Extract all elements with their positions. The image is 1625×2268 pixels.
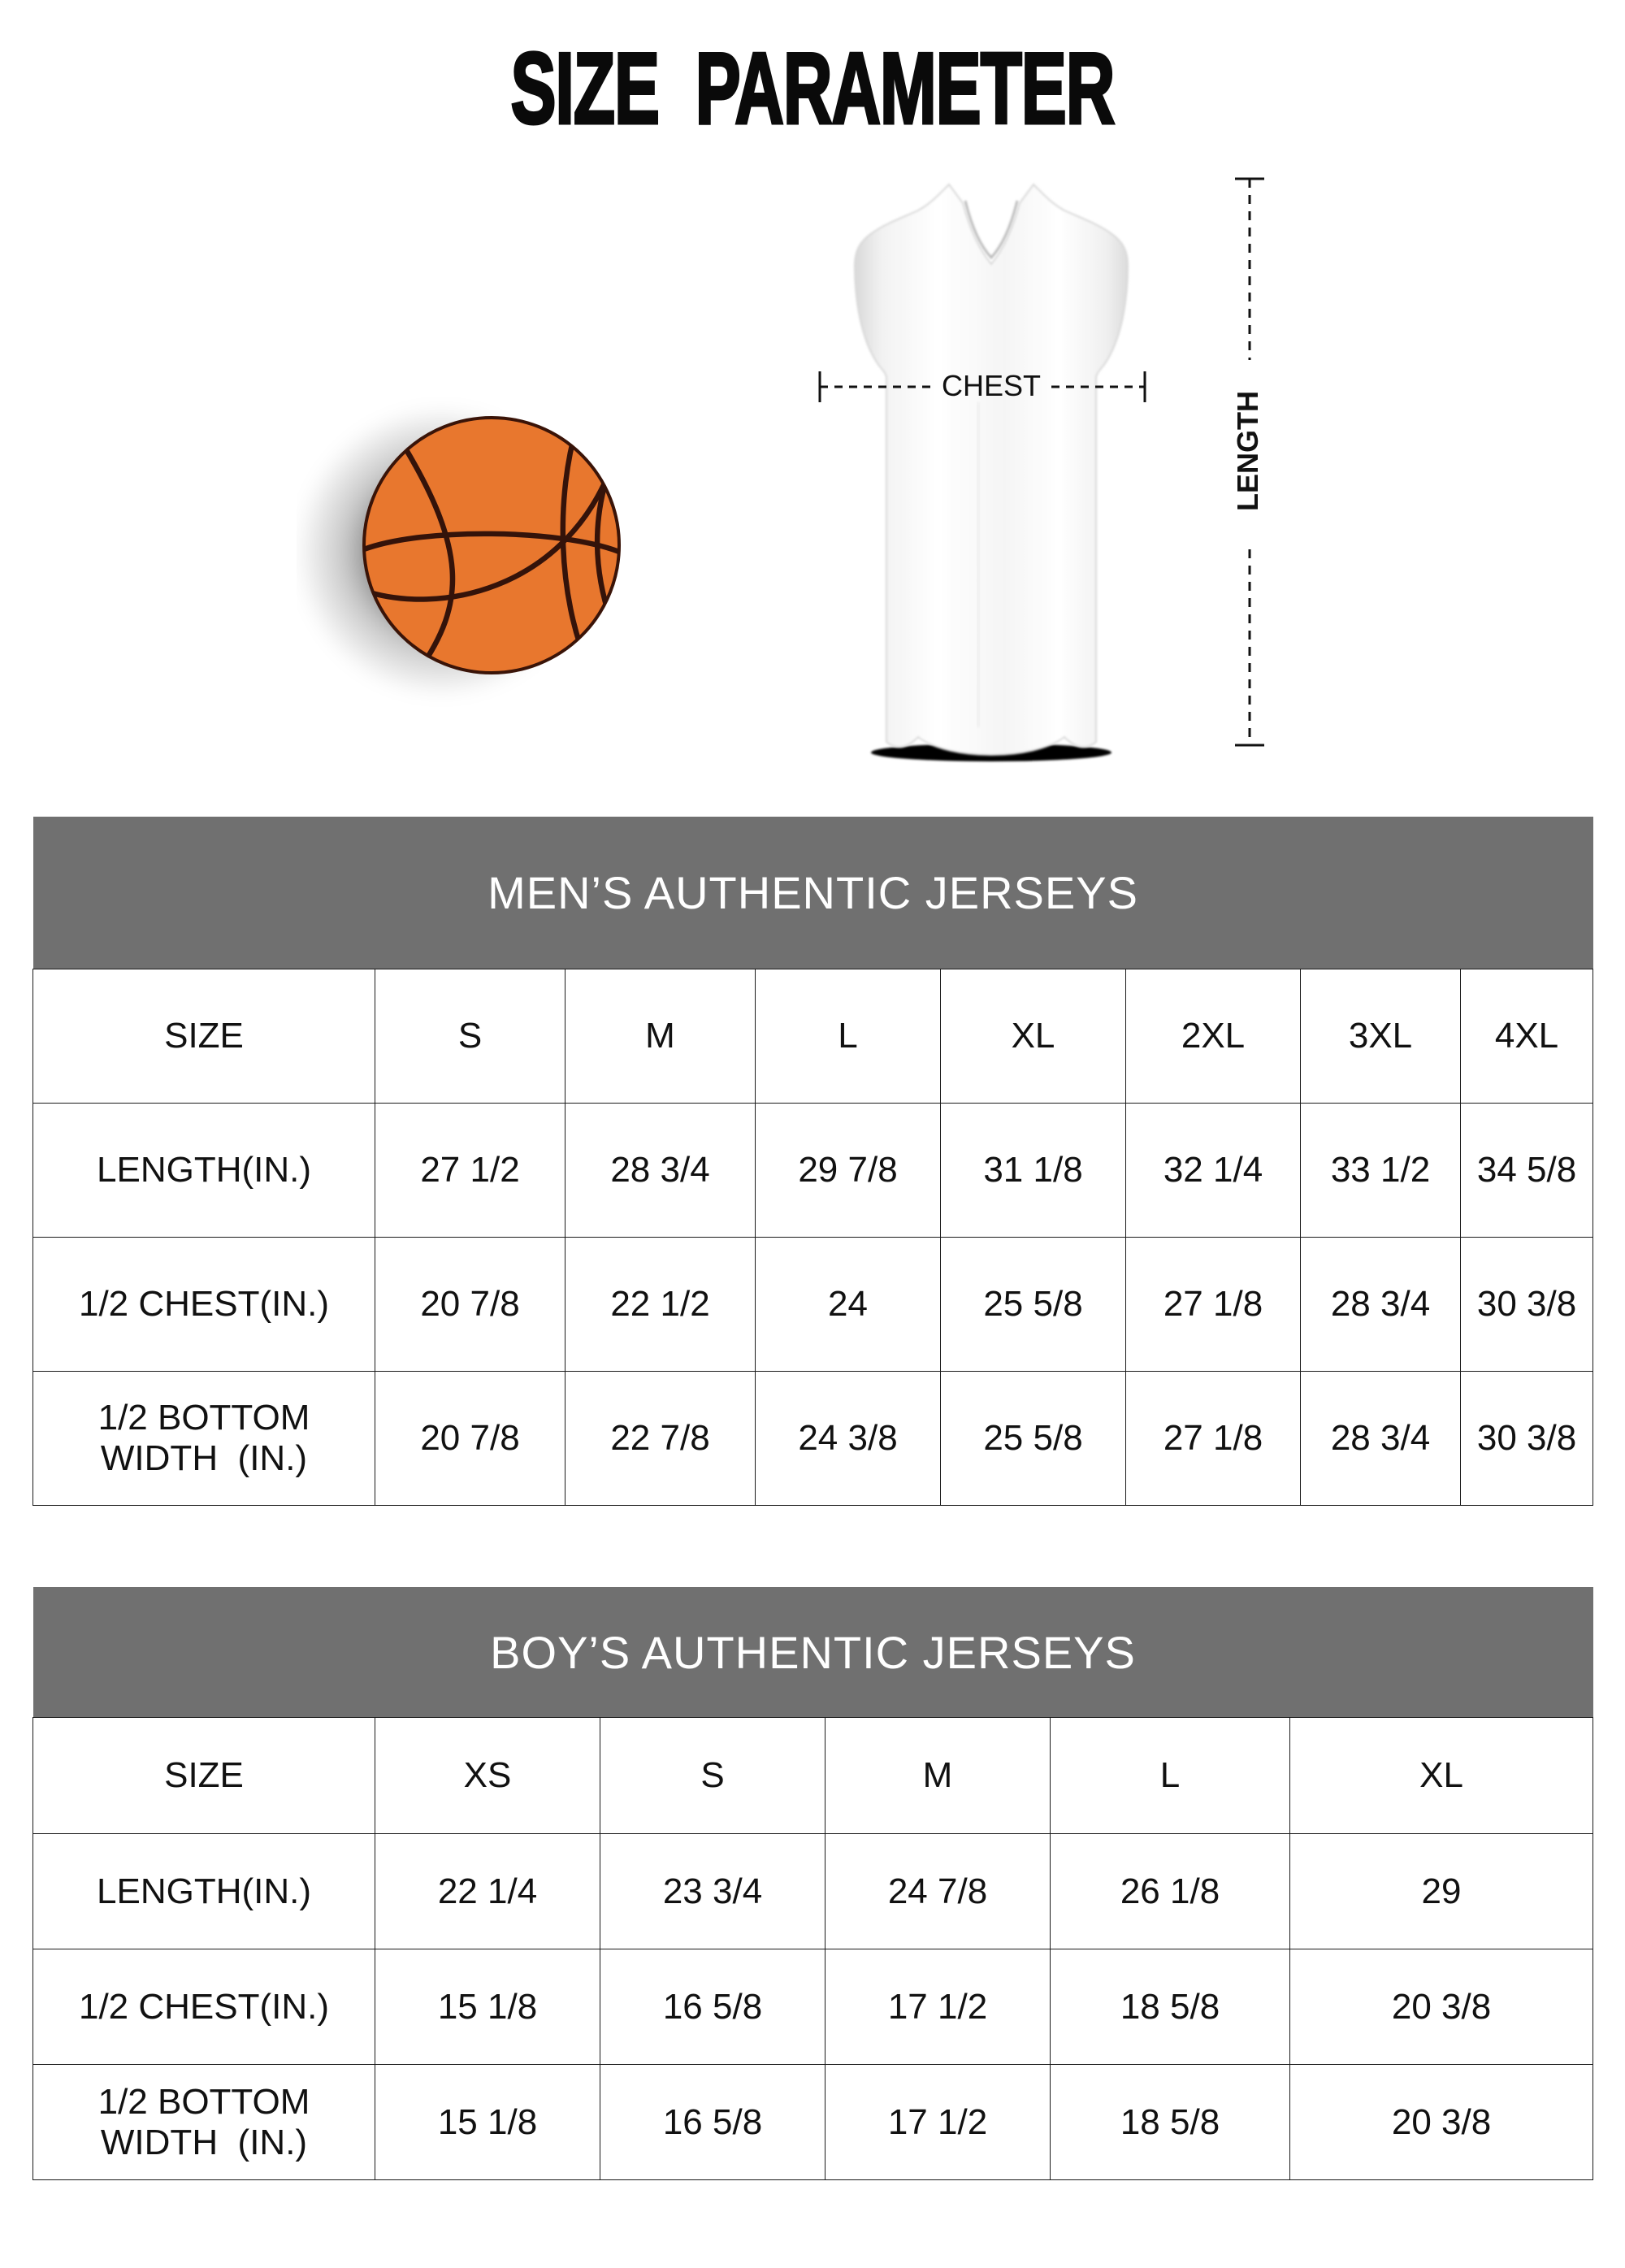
svg-text:CHEST: CHEST — [942, 369, 1041, 402]
svg-text:LENGTH: LENGTH — [1231, 391, 1264, 511]
